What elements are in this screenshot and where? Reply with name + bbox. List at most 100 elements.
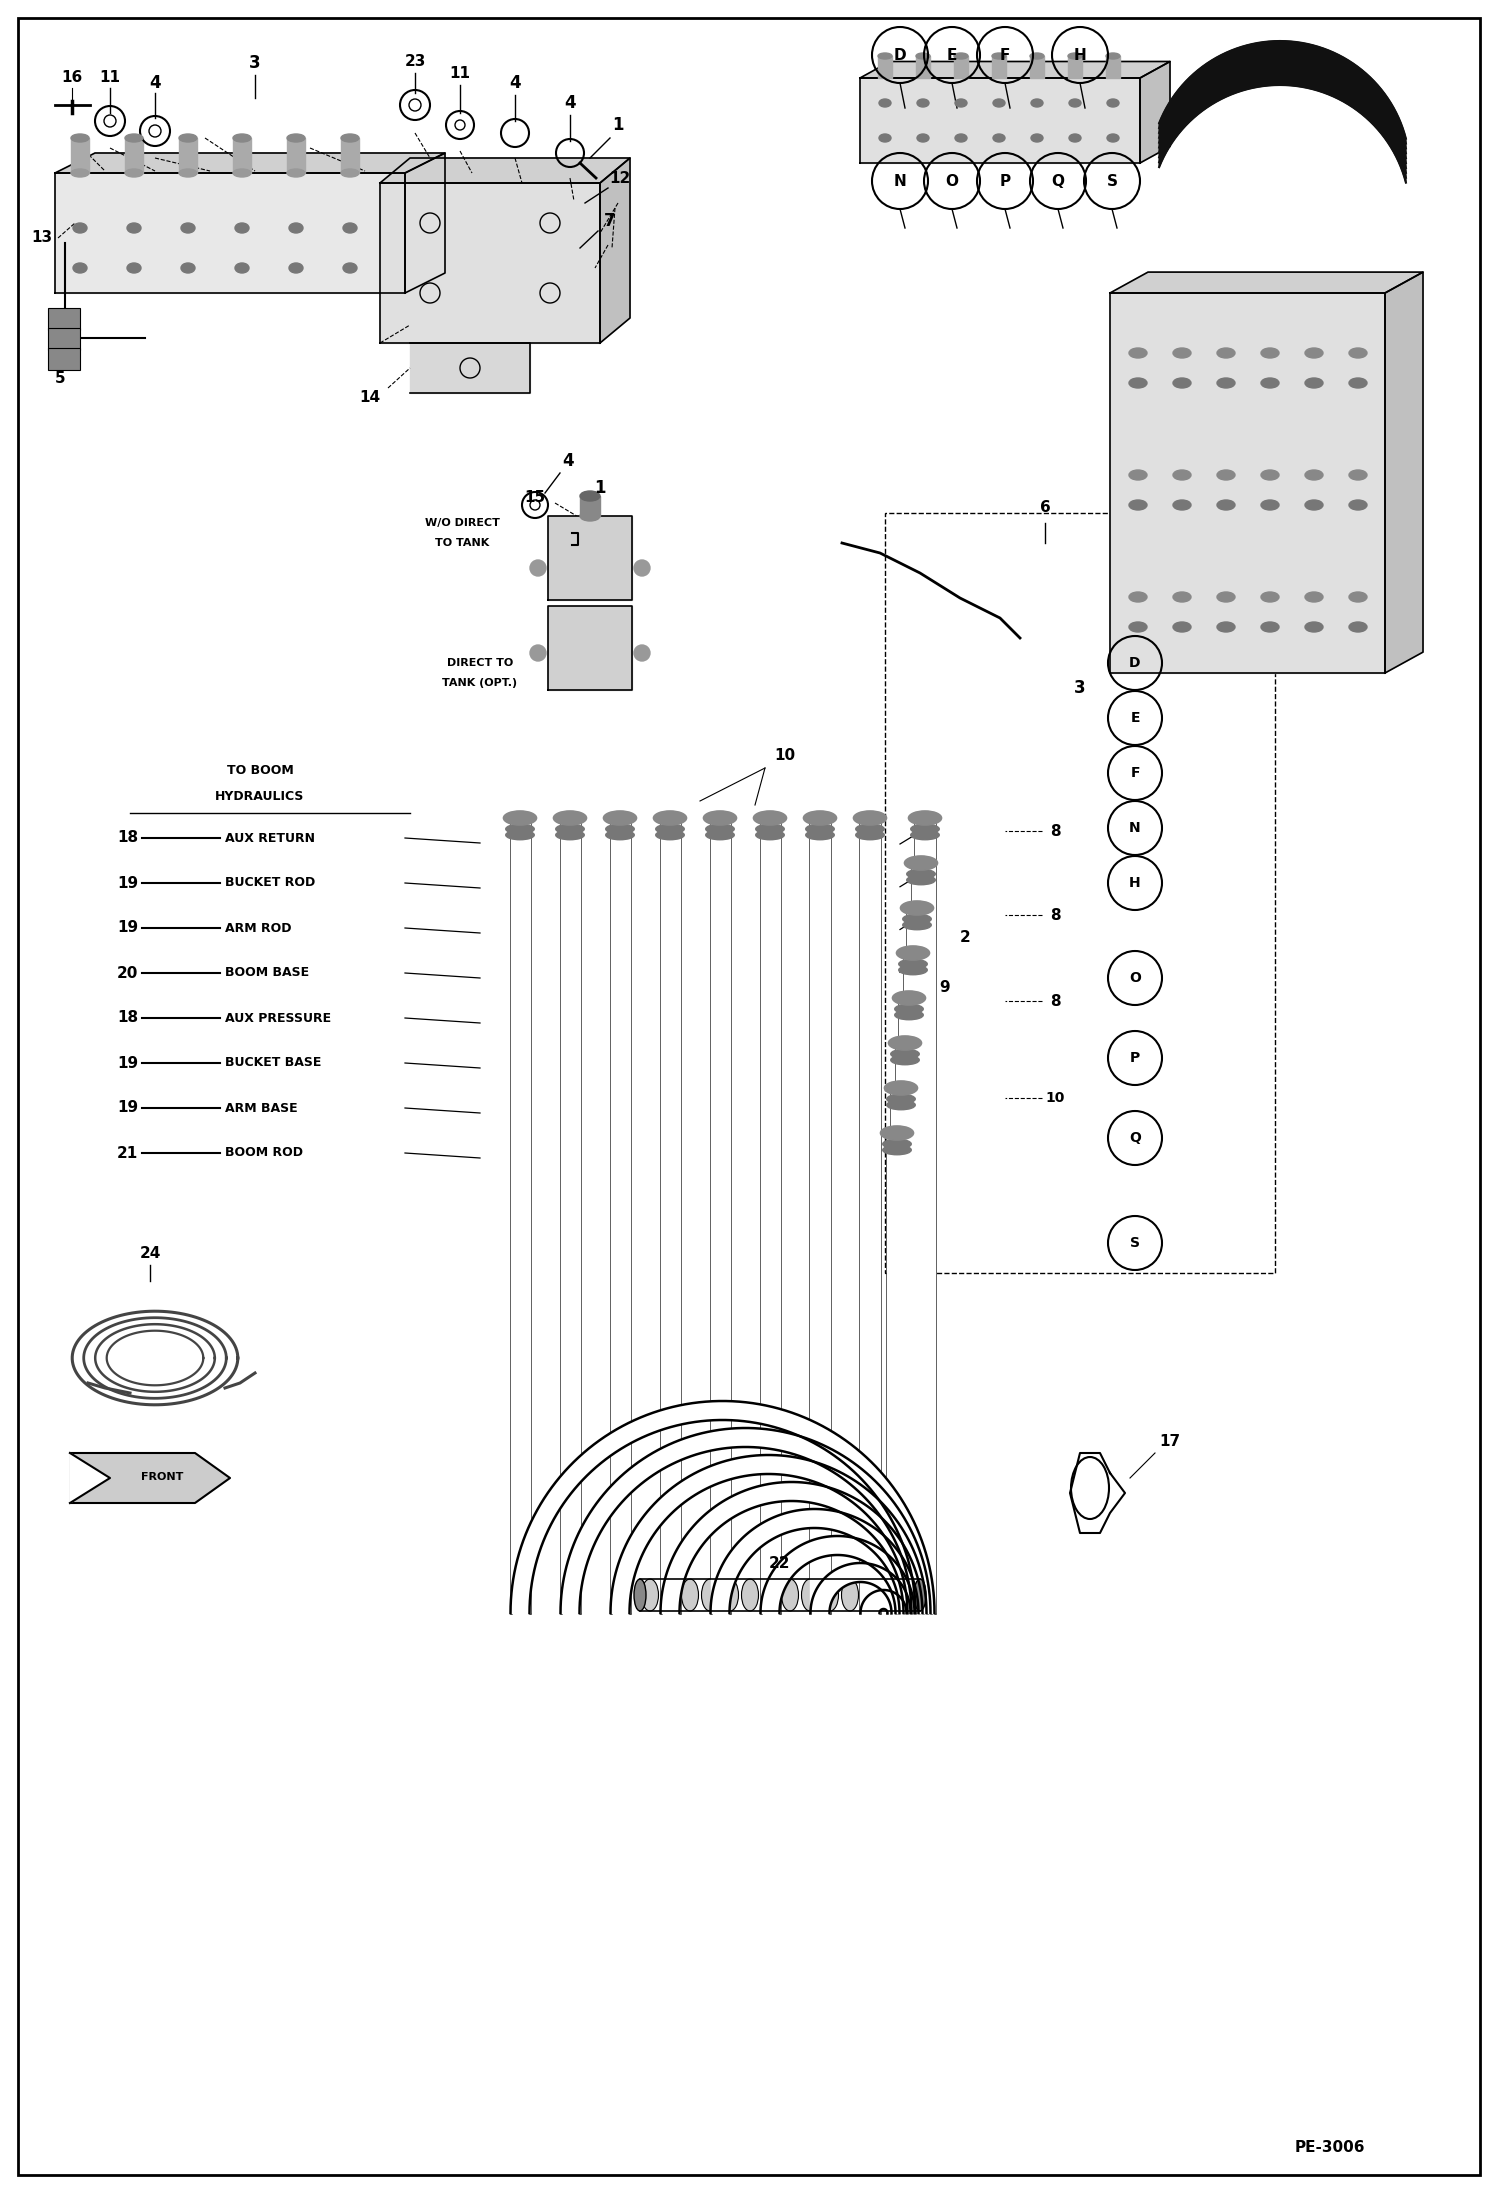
Text: 11: 11 [99,70,120,86]
Polygon shape [234,138,252,173]
Ellipse shape [842,1579,858,1612]
Ellipse shape [73,263,87,272]
Ellipse shape [742,1579,758,1612]
Ellipse shape [756,825,785,833]
Ellipse shape [806,825,834,833]
Polygon shape [178,138,198,173]
Text: S: S [1129,1237,1140,1250]
Text: FRONT: FRONT [141,1472,183,1482]
Text: 19: 19 [117,875,138,890]
Text: F: F [999,48,1010,61]
Text: 15: 15 [524,491,545,507]
Ellipse shape [234,134,252,143]
Ellipse shape [899,965,927,974]
Polygon shape [1070,1454,1125,1533]
Ellipse shape [1031,134,1043,143]
Ellipse shape [1305,500,1323,511]
Ellipse shape [879,134,891,143]
Ellipse shape [1305,623,1323,632]
Text: 5: 5 [55,371,66,386]
Polygon shape [124,138,142,173]
Text: 18: 18 [117,1011,138,1026]
Ellipse shape [1350,592,1368,603]
Text: F: F [1131,765,1140,781]
Ellipse shape [891,1055,920,1066]
Text: BOOM ROD: BOOM ROD [225,1147,303,1160]
Ellipse shape [903,921,932,930]
Polygon shape [1068,57,1082,79]
Ellipse shape [993,99,1005,107]
Ellipse shape [906,868,935,879]
Text: 9: 9 [939,980,950,996]
Ellipse shape [1261,623,1279,632]
Polygon shape [661,822,680,1614]
Ellipse shape [704,811,737,825]
Ellipse shape [580,491,601,500]
Text: 19: 19 [117,1055,138,1070]
Ellipse shape [289,263,303,272]
Polygon shape [908,912,926,1614]
Ellipse shape [343,224,357,232]
Ellipse shape [782,1579,798,1612]
Ellipse shape [806,831,834,840]
Text: W/O DIRECT: W/O DIRECT [424,518,499,529]
Polygon shape [611,822,629,1614]
Text: 2: 2 [960,930,971,945]
Polygon shape [761,822,779,1614]
Text: S: S [1107,173,1118,189]
Ellipse shape [1129,623,1147,632]
Polygon shape [560,1428,930,1614]
Ellipse shape [605,831,634,840]
Ellipse shape [556,825,584,833]
Polygon shape [601,158,631,342]
Text: 12: 12 [610,171,631,186]
Ellipse shape [879,99,891,107]
Ellipse shape [556,831,584,840]
Ellipse shape [1261,349,1279,357]
Polygon shape [55,173,404,294]
Text: 4: 4 [565,94,575,112]
Text: PE-3006: PE-3006 [1294,2140,1365,2156]
Ellipse shape [821,1579,839,1612]
Ellipse shape [70,134,88,143]
Ellipse shape [288,169,306,178]
Polygon shape [55,154,445,173]
Ellipse shape [1305,592,1323,603]
Ellipse shape [753,811,786,825]
Ellipse shape [882,1138,911,1149]
Ellipse shape [956,134,968,143]
Text: 8: 8 [1050,825,1061,838]
Ellipse shape [854,811,887,825]
Polygon shape [761,1535,914,1614]
Ellipse shape [634,645,650,660]
Text: 4: 4 [562,452,574,469]
Ellipse shape [682,1579,698,1612]
Polygon shape [710,822,730,1614]
Polygon shape [511,1401,935,1614]
Ellipse shape [506,831,535,840]
Text: BUCKET ROD: BUCKET ROD [225,877,315,890]
Text: 1: 1 [613,116,623,134]
Polygon shape [1106,57,1121,79]
Ellipse shape [503,811,536,825]
Ellipse shape [1173,592,1191,603]
Polygon shape [70,1454,231,1502]
Polygon shape [661,1482,923,1614]
Ellipse shape [992,53,1007,59]
Text: 24: 24 [139,1246,160,1261]
Text: Q: Q [1052,173,1065,189]
Ellipse shape [887,1101,915,1110]
Text: 10: 10 [774,748,795,763]
Ellipse shape [1070,134,1082,143]
Ellipse shape [70,169,88,178]
Ellipse shape [894,1004,923,1013]
Ellipse shape [1216,592,1234,603]
Ellipse shape [653,811,686,825]
Text: AUX RETURN: AUX RETURN [225,831,315,844]
Ellipse shape [861,1579,878,1612]
Ellipse shape [722,1579,739,1612]
Ellipse shape [641,1579,659,1612]
Ellipse shape [1216,623,1234,632]
Ellipse shape [1106,53,1121,59]
Text: 21: 21 [117,1145,138,1160]
